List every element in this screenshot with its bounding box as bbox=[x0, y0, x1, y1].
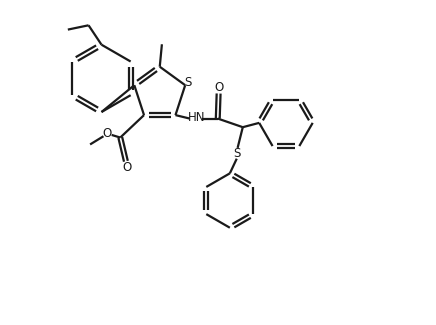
Text: O: O bbox=[214, 81, 223, 94]
Text: HN: HN bbox=[187, 111, 205, 124]
Text: S: S bbox=[184, 76, 191, 89]
Text: O: O bbox=[122, 161, 131, 174]
Text: O: O bbox=[103, 127, 112, 140]
Text: S: S bbox=[233, 147, 240, 160]
